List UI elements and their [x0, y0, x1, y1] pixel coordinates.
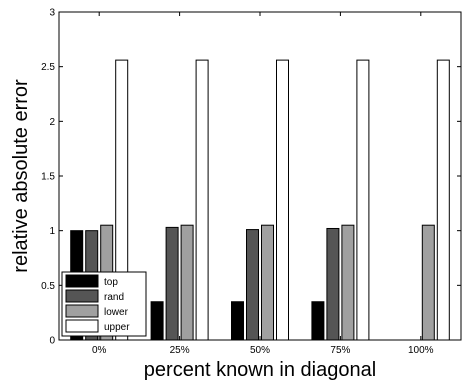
bar-lower-4	[421, 224, 435, 341]
bar-upper-0	[115, 59, 129, 341]
x-tick-label: 25%	[170, 345, 190, 356]
legend-label-top: top	[104, 277, 118, 288]
y-axis-title: relative absolute error	[10, 79, 32, 273]
x-axis-title: percent known in diagonal	[144, 359, 376, 381]
bar-lower-2	[261, 224, 274, 341]
y-tick-label: 0.5	[41, 281, 55, 292]
x-tick-label: 100%	[408, 345, 434, 356]
bar-top-2	[231, 301, 244, 341]
legend-label-rand: rand	[104, 292, 124, 303]
bar-rand-3	[326, 227, 340, 341]
bar-upper-1	[195, 59, 209, 341]
legend-swatch-rand	[65, 289, 99, 303]
x-tick-label: 50%	[250, 345, 270, 356]
legend-swatch-upper	[65, 319, 99, 333]
bar-top-3	[311, 301, 325, 341]
y-tick-label: 1	[49, 226, 55, 237]
bar-upper-3	[356, 59, 370, 341]
legend-swatch-top	[65, 274, 99, 288]
bar-top-1	[150, 301, 164, 341]
y-tick-label: 0	[49, 336, 55, 347]
bar-upper-2	[276, 59, 289, 341]
legend-label-lower: lower	[104, 307, 129, 318]
bar-lower-1	[180, 224, 194, 341]
bar-upper-4	[436, 59, 450, 341]
y-tick-label: 2	[49, 117, 55, 128]
bars-group	[70, 59, 450, 341]
bar-rand-1	[165, 226, 179, 341]
legend-label-upper: upper	[104, 322, 130, 333]
legend: top rand lower upper	[61, 271, 147, 337]
legend-swatch-lower	[65, 304, 99, 318]
x-tick-label: 75%	[330, 345, 350, 356]
x-tick-label: 0%	[92, 345, 107, 356]
bar-rand-2	[246, 229, 259, 341]
axis-ticks: 0 0.5 1 1.5 2 2.5 3 0% 25% 50% 75% 100%	[41, 8, 461, 356]
y-tick-label: 2.5	[41, 62, 55, 73]
y-tick-label: 3	[49, 8, 55, 19]
bar-lower-3	[341, 224, 355, 341]
y-tick-label: 1.5	[41, 172, 55, 183]
